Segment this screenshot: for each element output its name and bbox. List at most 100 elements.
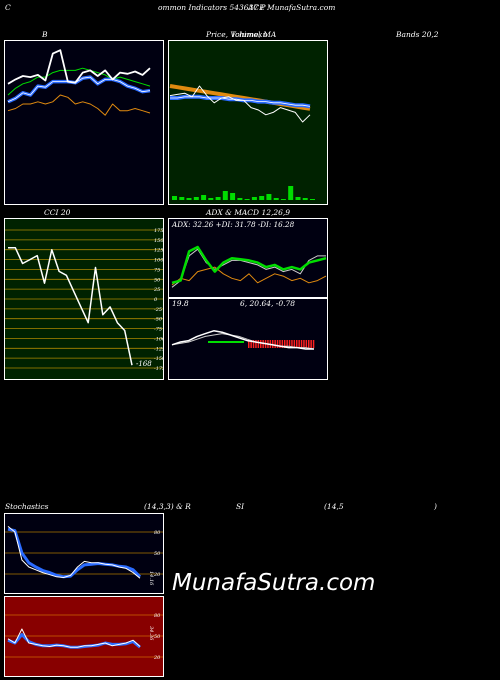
price-label: Price, Volume, MA xyxy=(206,30,277,39)
adx-label: ADX & MACD 12,26,9 xyxy=(206,208,291,217)
cci-label: CCI 20 xyxy=(44,208,71,217)
cci-tick-label: 150 xyxy=(154,238,164,244)
cci-tick-label: -50 xyxy=(154,317,163,323)
adx-line xyxy=(171,245,327,285)
macd-histogram-bar xyxy=(305,340,308,348)
bb-label: B xyxy=(42,30,48,39)
macd-histogram-bar xyxy=(250,340,252,348)
macd-histogram-bar xyxy=(284,340,286,348)
macd-histogram-bar xyxy=(293,340,296,348)
bollinger-bg xyxy=(4,40,164,205)
volume-bar xyxy=(172,196,177,200)
cci-tick-label: -150 xyxy=(154,356,164,362)
macd-histogram-bar xyxy=(288,340,291,348)
cci-line xyxy=(8,246,133,366)
rsi-tick-label: 50 xyxy=(154,634,161,640)
macd-histogram-bar xyxy=(276,340,279,348)
volume-bar xyxy=(201,195,207,200)
rsi-tick-label: 80 xyxy=(154,613,161,619)
price-ma-core xyxy=(170,96,311,107)
adx-panel xyxy=(168,218,328,298)
macd-histogram-bar xyxy=(260,340,262,348)
volume-bar xyxy=(310,199,315,200)
macd-histogram-bar xyxy=(303,340,305,348)
macd-signal-line xyxy=(171,333,315,350)
bb-lower-band xyxy=(7,94,151,116)
volume-bar xyxy=(251,197,257,200)
macd-histogram-bar xyxy=(257,340,260,348)
cci-tick-label: -75 xyxy=(154,327,162,333)
stoch-value-label: 14.16 xyxy=(148,571,154,586)
macd-histogram-bar xyxy=(281,340,284,348)
macd-histogram-bar xyxy=(248,340,250,348)
volume-bar xyxy=(273,198,279,200)
price-overlap-label: Ichimoku xyxy=(232,30,268,39)
volume-bar xyxy=(295,197,301,200)
macd-histogram-bar xyxy=(296,340,298,348)
volume-bar xyxy=(302,198,308,200)
stoch-tick-label: 50 xyxy=(154,551,161,557)
macd-histogram-bar xyxy=(308,340,310,348)
macd-histogram-bar xyxy=(300,340,303,348)
volume-bar xyxy=(280,199,286,200)
price-line xyxy=(169,85,311,123)
bb-middle-core xyxy=(7,76,151,103)
price-panel xyxy=(168,40,328,205)
rsi-tick-label: 20 xyxy=(153,655,161,661)
macd-panel xyxy=(168,298,328,380)
stoch-params: (14,3,3) & R xyxy=(144,502,191,511)
macd-line xyxy=(171,330,314,350)
macd-histogram-bar xyxy=(291,340,293,348)
volume-bar xyxy=(266,194,272,200)
stoch-tick-label: 20 xyxy=(153,572,161,578)
rsi-label: SI xyxy=(236,502,245,511)
header-right: ACE MunafaSutra.com xyxy=(248,3,336,12)
watermark: MunafaSutra.com xyxy=(172,570,376,596)
cci-tick-label: 100 xyxy=(154,258,164,264)
volume-bar xyxy=(259,196,265,200)
rsi-bg xyxy=(4,596,164,677)
bands-label: Bands 20,2 xyxy=(396,30,439,39)
rsi-close: ) xyxy=(434,502,437,511)
stoch-bg xyxy=(4,513,164,594)
header-left: C xyxy=(5,3,11,12)
volume-bar xyxy=(186,198,192,200)
cci-tick-label: -100 xyxy=(154,336,164,342)
cci-tick-label: 75 xyxy=(154,267,160,273)
volume-bar xyxy=(237,198,243,200)
macd-histogram-bar xyxy=(286,340,288,348)
cci-tick-label: 0 xyxy=(154,297,158,303)
macd-left-value: 19.8 xyxy=(172,299,189,308)
rsi-value-label: 34.36 xyxy=(148,626,154,641)
macd-histogram-bar xyxy=(310,340,312,348)
cci-tick-label: -175 xyxy=(154,366,164,372)
macd-histogram-bar xyxy=(252,340,255,348)
adx-values: ADX: 32.26 +DI: 31.78 -DI: 16.28 xyxy=(172,220,295,229)
macd-histogram-bar xyxy=(274,340,276,348)
bollinger-panel xyxy=(4,40,164,205)
rsi-panel: 80 50 20 34.36 xyxy=(4,596,164,677)
volume-bar xyxy=(244,199,250,200)
macd-histogram-bar xyxy=(279,340,281,348)
volume-bar xyxy=(288,186,294,200)
cci-tick-label: 25 xyxy=(153,287,160,293)
volume-bar xyxy=(179,197,185,200)
stoch-fast-line xyxy=(7,526,141,579)
macd-histogram-bar xyxy=(298,340,300,348)
volume-bar xyxy=(193,197,199,200)
adx-bg xyxy=(168,218,328,298)
stoch-slow-line xyxy=(7,527,142,579)
adx-minus-di-line xyxy=(171,266,327,286)
price-bg xyxy=(168,40,328,205)
header-mid: ommon Indicators 543637 P xyxy=(158,3,266,12)
cci-tick-label: 175 xyxy=(154,228,164,234)
volume-bar xyxy=(215,197,221,200)
stoch-label: Stochastics xyxy=(5,502,49,511)
bb-upper-band xyxy=(7,67,151,96)
volume-bar xyxy=(230,193,236,200)
cci-tick-label: 50 xyxy=(154,277,161,283)
cci-tick-label: -125 xyxy=(154,346,164,352)
macd-histogram-bar xyxy=(312,340,315,348)
bb-price-line xyxy=(7,49,151,85)
